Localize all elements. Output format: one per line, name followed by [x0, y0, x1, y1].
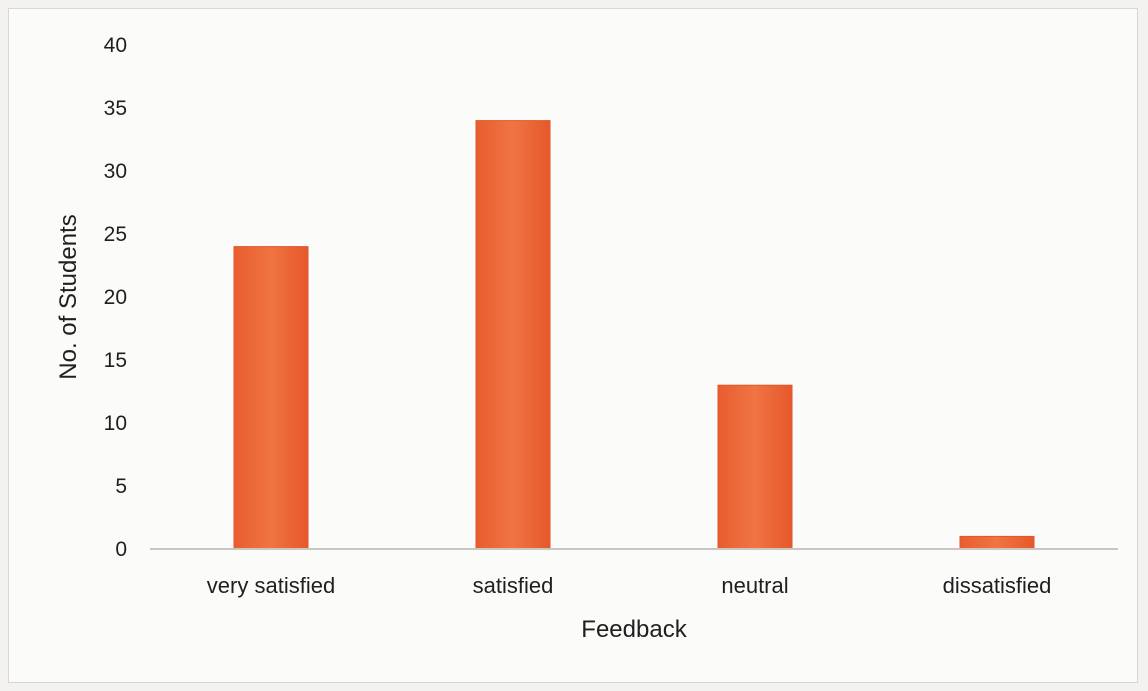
bar-dissatisfied — [959, 535, 1035, 550]
x-tick-label: satisfied — [473, 573, 554, 598]
bar-satisfied — [475, 120, 551, 550]
y-tick-label: 5 — [115, 475, 127, 498]
chart-frame — [8, 8, 1138, 683]
y-tick-label: 25 — [104, 223, 127, 246]
y-axis-title: No. of Students — [55, 214, 82, 379]
y-tick-label: 30 — [104, 160, 127, 183]
y-tick-label: 15 — [104, 349, 127, 372]
x-axis-labels: very satisfied satisfied neutral dissatisfi… — [207, 573, 1052, 598]
bars — [233, 120, 1035, 550]
y-tick-label: 10 — [104, 412, 127, 435]
x-axis-title: Feedback — [581, 616, 687, 643]
y-tick-label: 0 — [115, 538, 127, 561]
x-tick-label: dissatisfied — [943, 573, 1052, 598]
y-tick-label: 20 — [104, 286, 127, 309]
y-tick-label: 35 — [104, 97, 127, 120]
y-tick-label: 40 — [104, 34, 127, 57]
x-tick-label: neutral — [721, 573, 788, 598]
x-tick-label: very satisfied — [207, 573, 335, 598]
y-axis-ticks: 0 5 10 15 20 25 30 35 40 — [104, 34, 127, 561]
bar-neutral — [717, 384, 793, 550]
bar-very-satisfied — [233, 246, 309, 550]
